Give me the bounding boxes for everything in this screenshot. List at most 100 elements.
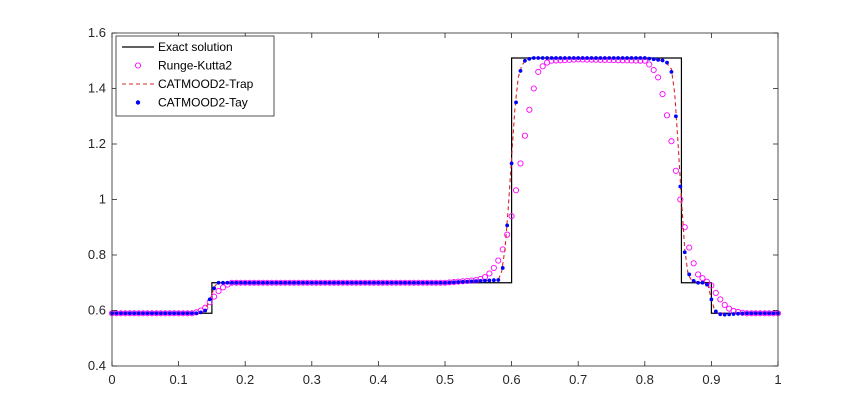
data-point-catmood2-tay: [407, 280, 412, 285]
data-point-runge-kutta2: [495, 257, 502, 264]
data-point-catmood2-tay: [247, 280, 252, 285]
legend-label-exact-solution: Exact solution: [158, 40, 233, 54]
data-point-catmood2-tay: [562, 56, 567, 60]
data-point-catmood2-tay: [718, 312, 723, 317]
data-point-catmood2-tay: [705, 282, 709, 287]
data-point-catmood2-tay: [309, 280, 314, 285]
data-point-runge-kutta2: [663, 112, 671, 119]
data-point-catmood2-tay: [305, 280, 310, 285]
x-tick-label: 0.4: [369, 372, 387, 387]
data-point-catmood2-tay: [465, 279, 470, 284]
data-point-catmood2-tay: [625, 56, 629, 60]
data-point-runge-kutta2: [486, 270, 493, 277]
data-point-catmood2-tay: [136, 311, 141, 316]
data-point-catmood2-tay: [602, 56, 607, 60]
y-tick-label: 1.2: [88, 136, 106, 151]
data-point-catmood2-tay: [190, 311, 194, 316]
data-point-catmood2-tay: [713, 309, 718, 314]
data-point-catmood2-tay: [749, 311, 754, 316]
data-point-catmood2-tay: [687, 272, 692, 277]
data-point-catmood2-tay: [678, 184, 683, 189]
data-point-catmood2-tay: [514, 100, 518, 105]
data-point-catmood2-tay: [505, 223, 510, 228]
data-point-catmood2-tay: [238, 280, 243, 285]
data-point-catmood2-tay: [198, 310, 203, 315]
data-point-catmood2-tay: [225, 280, 230, 285]
legend-swatch-catmood2-tay: [135, 100, 141, 105]
data-point-catmood2-tay: [585, 56, 589, 60]
data-point-catmood2-tay: [278, 280, 283, 285]
x-tick-label: 0.7: [569, 372, 587, 387]
data-point-catmood2-tay: [212, 286, 217, 291]
data-point-catmood2-tay: [154, 311, 159, 316]
data-point-runge-kutta2: [717, 296, 724, 303]
data-point-catmood2-tay: [398, 280, 403, 285]
data-point-catmood2-tay: [354, 280, 359, 285]
data-point-catmood2-tay: [349, 280, 354, 285]
data-point-runge-kutta2: [504, 231, 511, 238]
data-point-catmood2-tay: [167, 311, 172, 316]
data-point-catmood2-tay: [700, 280, 705, 285]
data-point-catmood2-tay: [589, 56, 594, 60]
data-point-catmood2-tay: [283, 280, 288, 285]
data-point-catmood2-tay: [456, 280, 461, 284]
data-point-catmood2-tay: [598, 56, 603, 60]
data-point-catmood2-tay: [252, 280, 256, 285]
data-point-catmood2-tay: [531, 56, 536, 60]
data-point-catmood2-tay: [487, 278, 492, 283]
data-point-runge-kutta2: [530, 85, 537, 92]
x-tick-label: 0.2: [236, 372, 254, 387]
data-point-runge-kutta2: [517, 160, 524, 167]
data-point-catmood2-tay: [620, 56, 625, 60]
data-point-catmood2-tay: [567, 56, 572, 60]
data-point-catmood2-tay: [736, 311, 740, 316]
data-point-runge-kutta2: [521, 132, 528, 139]
legend-label-catmood2-trap: CATMOOD2-Trap: [158, 77, 254, 91]
x-tick-label: 0: [108, 372, 115, 387]
data-point-runge-kutta2: [646, 61, 653, 68]
data-point-catmood2-tay: [660, 58, 665, 63]
data-point-catmood2-tay: [549, 56, 554, 60]
data-point-catmood2-tay: [771, 311, 776, 316]
data-point-runge-kutta2: [672, 167, 679, 174]
data-point-catmood2-tay: [420, 280, 425, 285]
data-point-catmood2-tay: [571, 56, 576, 60]
data-point-catmood2-tay: [176, 311, 181, 316]
x-tick-label: 0.9: [702, 372, 720, 387]
legend-swatch-runge-kutta2: [134, 62, 142, 69]
data-point-catmood2-tay: [647, 56, 652, 61]
data-point-catmood2-tay: [762, 311, 767, 316]
data-point-runge-kutta2: [699, 275, 706, 282]
data-point-catmood2-tay: [429, 280, 434, 285]
data-point-catmood2-tay: [203, 308, 208, 313]
data-point-runge-kutta2: [490, 264, 497, 272]
y-tick-label: 0.8: [88, 247, 106, 262]
data-point-catmood2-tay: [696, 280, 700, 285]
data-point-catmood2-tay: [500, 266, 505, 270]
data-point-catmood2-tay: [451, 280, 456, 285]
data-point-catmood2-tay: [545, 56, 550, 60]
y-tick-label: 1.6: [88, 25, 106, 40]
data-point-runge-kutta2: [508, 213, 515, 220]
legend-label-runge-kutta2: Runge-Kutta2: [158, 59, 232, 73]
data-point-catmood2-tay: [745, 311, 749, 316]
data-point-catmood2-tay: [394, 280, 399, 285]
data-point-catmood2-tay: [638, 56, 643, 60]
data-point-catmood2-tay: [345, 280, 350, 285]
series-line-catmood2-trap: [112, 57, 778, 314]
data-point-runge-kutta2: [650, 66, 657, 74]
data-point-catmood2-tay: [234, 280, 239, 285]
data-point-catmood2-tay: [554, 56, 558, 60]
data-point-catmood2-tay: [372, 280, 376, 285]
data-point-catmood2-tay: [656, 57, 661, 62]
data-point-catmood2-tay: [665, 60, 669, 65]
data-point-catmood2-tay: [114, 311, 119, 316]
data-point-catmood2-tay: [540, 56, 545, 60]
y-tick-label: 0.4: [88, 358, 106, 373]
data-point-catmood2-tay: [491, 278, 496, 283]
data-point-catmood2-tay: [256, 280, 261, 285]
data-point-catmood2-tay: [527, 57, 532, 61]
data-point-catmood2-tay: [460, 279, 465, 284]
data-point-catmood2-tay: [389, 280, 394, 285]
data-point-runge-kutta2: [708, 282, 715, 289]
